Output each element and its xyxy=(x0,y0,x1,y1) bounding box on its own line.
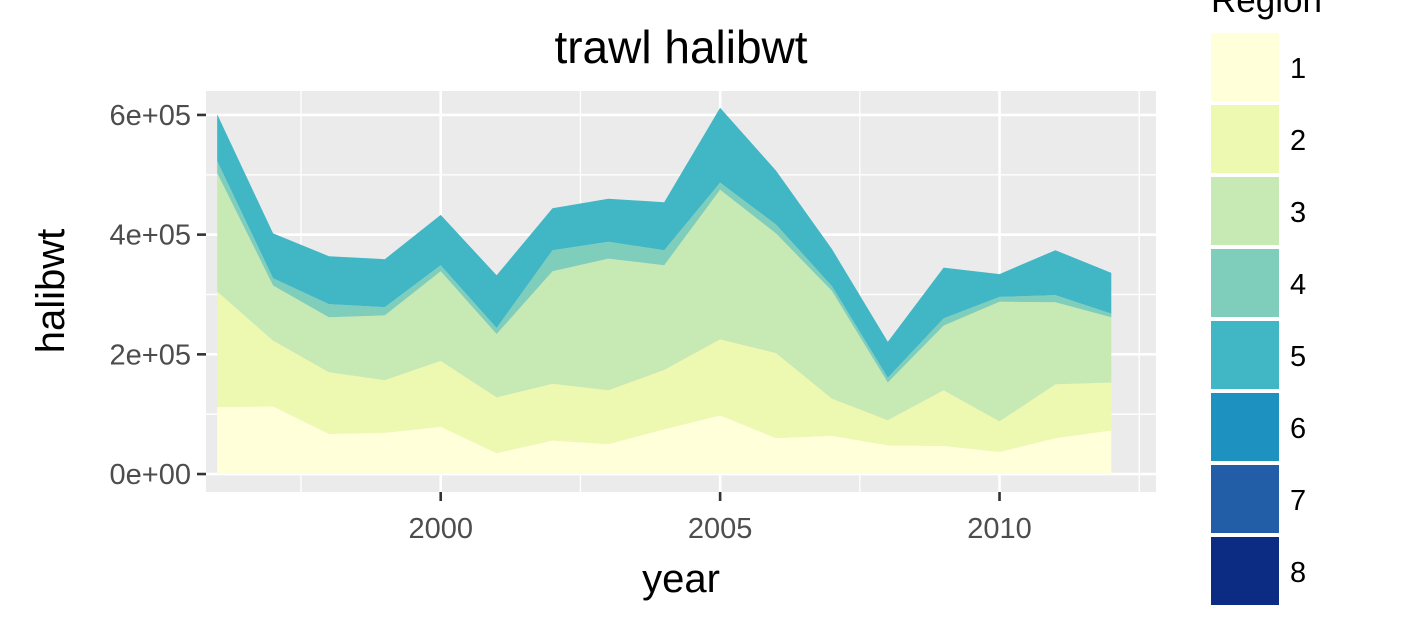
legend-swatch-1 xyxy=(1211,33,1279,101)
legend-label-2: 2 xyxy=(1290,125,1306,157)
legend-label-1: 1 xyxy=(1290,53,1306,85)
legend-swatch-3 xyxy=(1211,177,1279,245)
y-tick-label: 2e+05 xyxy=(110,339,191,371)
area-region-1 xyxy=(217,406,1112,474)
legend-title: Region xyxy=(1211,0,1322,20)
x-tick-label: 2010 xyxy=(967,513,1032,545)
x-tick-label: 2000 xyxy=(408,513,473,545)
legend-swatch-4 xyxy=(1211,249,1279,317)
legend-swatch-7 xyxy=(1211,465,1279,533)
y-axis-title: halibwt xyxy=(29,229,73,354)
y-axis: 0e+00 2e+05 4e+05 6e+05 xyxy=(110,100,206,491)
area-layers xyxy=(217,107,1112,474)
legend-label-7: 7 xyxy=(1290,485,1306,517)
x-axis: 2000 2005 2010 xyxy=(408,492,1032,545)
y-tick-label: 4e+05 xyxy=(110,220,191,252)
area-region-2 xyxy=(217,291,1112,454)
legend-label-4: 4 xyxy=(1290,269,1306,301)
y-tick-label: 6e+05 xyxy=(110,100,191,132)
legend-label-6: 6 xyxy=(1290,413,1306,445)
legend-label-3: 3 xyxy=(1290,197,1306,229)
x-tick-label: 2005 xyxy=(688,513,753,545)
legend-label-5: 5 xyxy=(1290,341,1306,373)
chart-title: trawl halibwt xyxy=(554,21,807,73)
legend-label-8: 8 xyxy=(1290,557,1306,589)
x-axis-title: year xyxy=(642,557,720,601)
area-region-5 xyxy=(217,107,1112,378)
legend-swatch-8 xyxy=(1211,537,1279,605)
area-region-3 xyxy=(217,173,1112,422)
y-tick-label: 0e+00 xyxy=(110,459,191,491)
legend: 1 2 3 4 5 6 7 8 xyxy=(1211,33,1306,605)
legend-swatch-2 xyxy=(1211,105,1279,173)
legend-swatch-6 xyxy=(1211,393,1279,461)
legend-swatch-5 xyxy=(1211,321,1279,389)
